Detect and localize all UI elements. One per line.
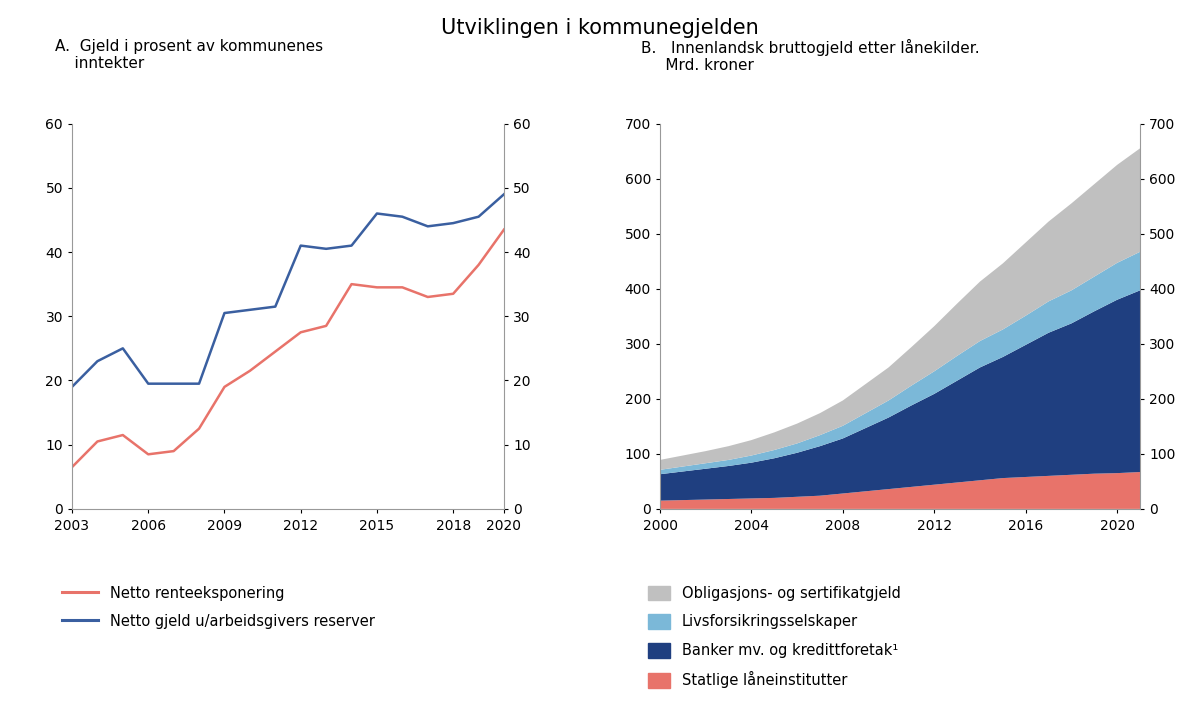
Text: A.  Gjeld i prosent av kommunenes
    inntekter: A. Gjeld i prosent av kommunenes inntekt… bbox=[55, 39, 323, 71]
Text: B.   Innenlandsk bruttogjeld etter lånekilder.
     Mrd. kroner: B. Innenlandsk bruttogjeld etter lånekil… bbox=[641, 39, 979, 73]
Text: Utviklingen i kommunegjelden: Utviklingen i kommunegjelden bbox=[442, 18, 758, 39]
Legend: Obligasjons- og sertifikatgjeld, Livsforsikringsselskaper, Banker mv. og kreditt: Obligasjons- og sertifikatgjeld, Livsfor… bbox=[648, 585, 900, 688]
Legend: Netto renteeksponering, Netto gjeld u/arbeidsgivers reserver: Netto renteeksponering, Netto gjeld u/ar… bbox=[62, 585, 376, 630]
